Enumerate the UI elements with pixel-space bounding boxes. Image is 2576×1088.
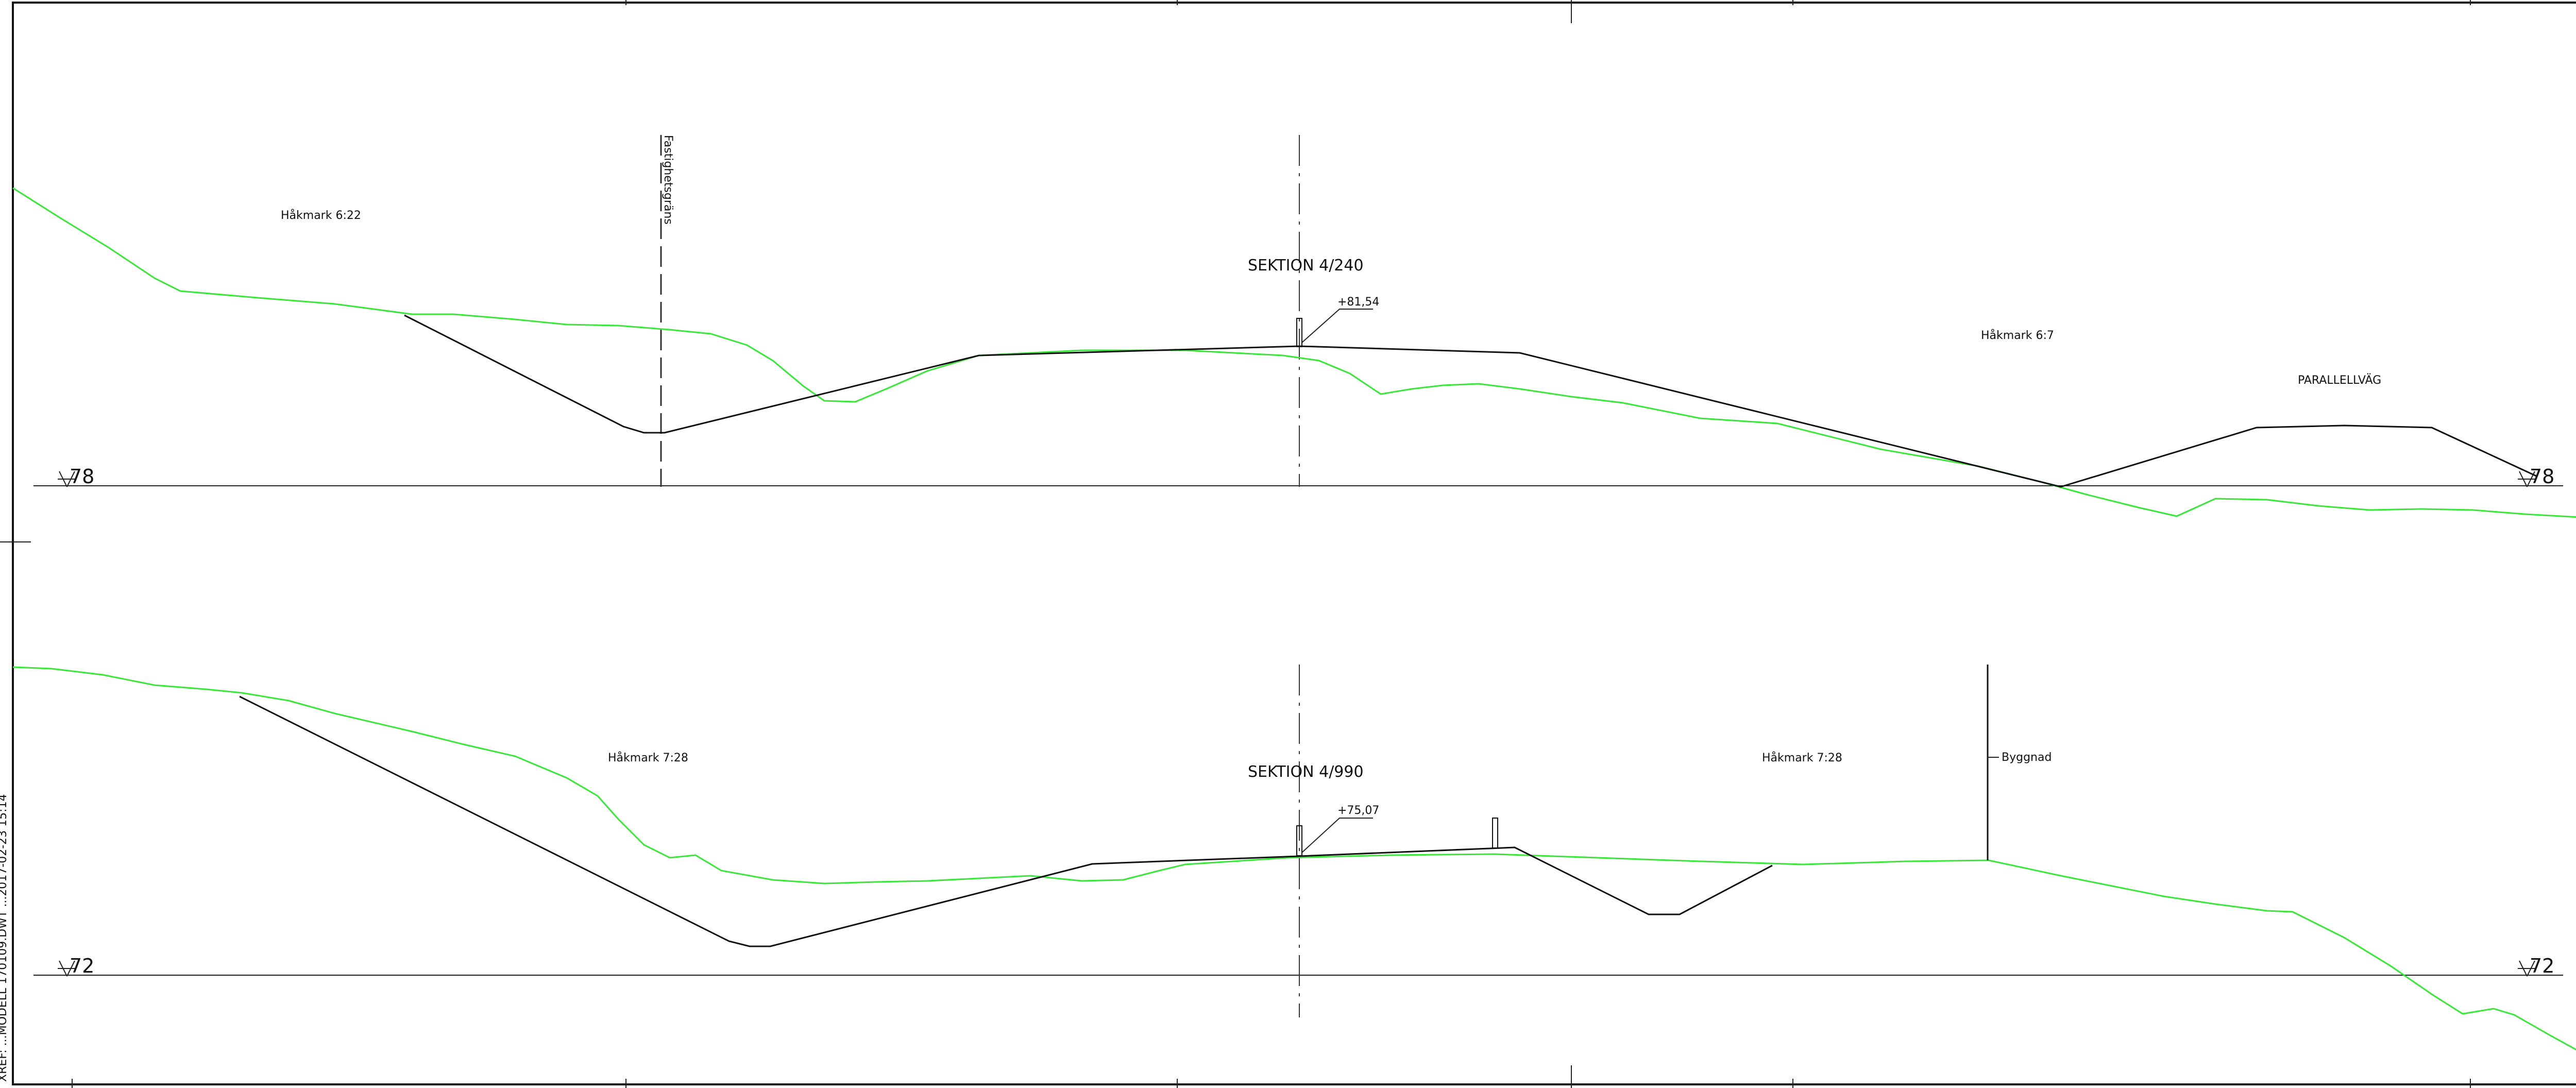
level-value-bottom-right: 72 <box>2530 955 2554 977</box>
level-marker-bottom-right: 72 <box>2518 955 2554 977</box>
elevation-label-bottom: +75,07 <box>1337 804 1379 817</box>
section-title-bottom: SEKTION 4/990 <box>1248 763 1364 781</box>
edge-post-bottom-right <box>1492 818 1498 848</box>
level-marker-top-right: 78 <box>2518 465 2554 488</box>
drawing-stamp: XREF: ...MODELL 170109.DWT ...2017-02-23… <box>0 794 9 1082</box>
existing-ground-line-bottom <box>12 666 2576 1051</box>
edge-post-top <box>1296 318 1302 347</box>
building-label: Byggnad <box>2002 751 2052 764</box>
level-value-top-left: 78 <box>70 465 94 488</box>
elevation-leader-bottom <box>1301 818 1373 853</box>
road-label: PARALLELLVÄG <box>2298 373 2381 387</box>
section-title-top: SEKTION 4/240 <box>1248 257 1364 275</box>
elevation-leader-top <box>1301 309 1373 343</box>
property-label-top-right: Håkmark 6:7 <box>1981 329 2054 342</box>
property-boundary-label: Fastighetsgräns <box>662 135 674 225</box>
drawing-frame <box>12 2 2576 1085</box>
frame-ticks <box>0 0 2471 1088</box>
edge-post-bottom-center <box>1296 825 1302 856</box>
level-value-top-right: 78 <box>2530 465 2554 488</box>
existing-ground-line-top <box>12 187 2576 518</box>
elevation-label-top: +81,54 <box>1337 296 1379 309</box>
property-label-bottom-left: Håkmark 7:28 <box>608 751 688 764</box>
property-label-top-left: Håkmark 6:22 <box>281 209 361 222</box>
level-marker-top-left: 78 <box>58 465 94 488</box>
section-bottom: 72 72 Byggnad +75,07 SEKTION 4/990 Håkma… <box>12 665 2576 1051</box>
design-profile-top <box>404 314 2538 488</box>
section-top: 78 78 Fastighetsgräns +81,54 SEKTION 4/2… <box>12 135 2576 518</box>
property-label-bottom-right: Håkmark 7:28 <box>1762 751 1842 764</box>
level-value-bottom-left: 72 <box>70 955 94 977</box>
level-marker-bottom-left: 72 <box>58 955 94 977</box>
design-profile-bottom <box>239 695 1773 947</box>
